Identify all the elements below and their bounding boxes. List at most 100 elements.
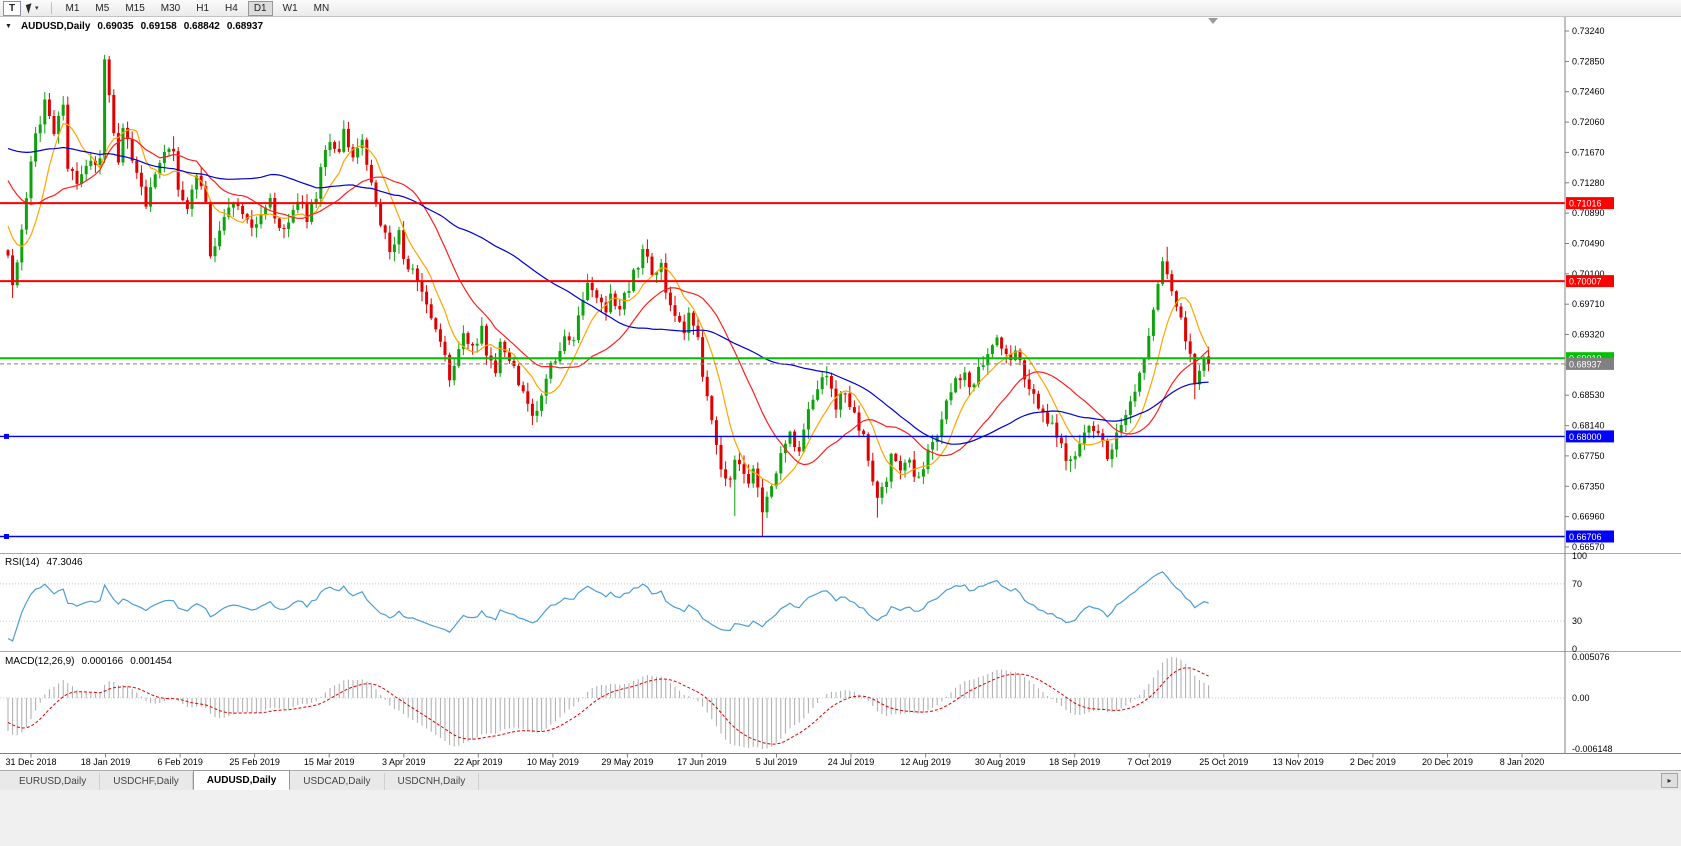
timeframe-button-m15[interactable]: M15 <box>119 1 150 16</box>
window-bottom-area <box>0 790 1681 846</box>
timeframe-button-mn[interactable]: MN <box>308 1 336 16</box>
svg-text:0.71016: 0.71016 <box>1569 199 1602 209</box>
macd-histogram <box>7 657 1210 749</box>
macd-axis-label: 0.005076 <box>1572 652 1610 662</box>
toolbar-separator <box>50 2 52 14</box>
svg-text:18 Sep 2019: 18 Sep 2019 <box>1049 757 1100 767</box>
svg-text:0.70007: 0.70007 <box>1569 277 1602 287</box>
price-axis[interactable]: 0.73240 0.72850 0.72460 0.72060 0.71670 0.712… <box>1565 26 1605 552</box>
tab-usdcnh[interactable]: USDCNH,Daily <box>385 773 480 790</box>
macd-axis-label: 0.00 <box>1572 693 1590 703</box>
macd-main-value: 0.000166 <box>81 656 124 667</box>
svg-text:29 May 2019: 29 May 2019 <box>601 757 653 767</box>
chevron-down-icon: ▾ <box>35 5 39 12</box>
svg-text:20 Dec 2019: 20 Dec 2019 <box>1422 757 1473 767</box>
svg-text:0.72850: 0.72850 <box>1572 56 1605 66</box>
price-tag-0.66706: 0.66706 <box>1566 530 1614 543</box>
svg-text:0.70890: 0.70890 <box>1572 208 1605 218</box>
timeframe-button-d1[interactable]: D1 <box>247 0 273 16</box>
cursor-tool-button[interactable]: ▾ <box>23 1 43 16</box>
svg-text:0.66706: 0.66706 <box>1569 532 1602 542</box>
rsi-axis-label: 30 <box>1572 616 1582 626</box>
rsi-indicator-label: RSI(14) 47.3046 <box>5 557 83 568</box>
tab-eurusd[interactable]: EURUSD,Daily <box>6 773 101 790</box>
svg-text:30 Aug 2019: 30 Aug 2019 <box>975 757 1026 767</box>
main-toolbar: T ▾ M1 M5 M15 M30 H1 H4 D1 W1 MN <box>0 0 1681 17</box>
svg-text:12 Aug 2019: 12 Aug 2019 <box>900 757 951 767</box>
svg-text:0.69710: 0.69710 <box>1572 299 1605 309</box>
svg-text:25 Feb 2019: 25 Feb 2019 <box>229 757 280 767</box>
svg-text:25 Oct 2019: 25 Oct 2019 <box>1199 757 1248 767</box>
rsi-axis-label: 70 <box>1572 579 1582 589</box>
svg-text:0.66960: 0.66960 <box>1572 512 1605 522</box>
svg-text:0.72060: 0.72060 <box>1572 117 1605 127</box>
svg-text:31 Dec 2018: 31 Dec 2018 <box>5 757 56 767</box>
date-axis[interactable]: 31 Dec 2018 18 Jan 2019 6 Feb 2019 25 Feb 2… <box>5 753 1545 768</box>
high-value: 0.69158 <box>140 21 177 32</box>
svg-text:22 Apr 2019: 22 Apr 2019 <box>454 757 503 767</box>
timeframe-button-m1[interactable]: M1 <box>60 1 86 16</box>
low-value: 0.68842 <box>183 21 220 32</box>
chart-tab-bar: EURUSD,Daily USDCHF,Daily AUDUSD,Daily USDC… <box>0 770 1681 790</box>
svg-text:15 Mar 2019: 15 Mar 2019 <box>304 757 355 767</box>
svg-text:0.68530: 0.68530 <box>1572 390 1605 400</box>
tab-usdchf[interactable]: USDCHF,Daily <box>100 773 193 790</box>
tab-usdcad[interactable]: USDCAD,Daily <box>290 773 385 790</box>
svg-text:0.68937: 0.68937 <box>1569 359 1602 369</box>
svg-text:13 Nov 2019: 13 Nov 2019 <box>1273 757 1324 767</box>
close-value: 0.68937 <box>226 21 264 32</box>
svg-text:0.70100: 0.70100 <box>1572 269 1605 279</box>
svg-text:3 Apr 2019: 3 Apr 2019 <box>382 757 426 767</box>
svg-text:0.67350: 0.67350 <box>1572 481 1605 491</box>
svg-text:17 Jun 2019: 17 Jun 2019 <box>677 757 727 767</box>
svg-text:0.71280: 0.71280 <box>1572 178 1605 188</box>
text-tool-button[interactable]: T <box>3 0 21 16</box>
ma-8-line <box>7 123 1210 486</box>
chart-window[interactable]: 0.73240 0.72850 0.72460 0.72060 0.71670 0.712… <box>0 17 1681 770</box>
svg-text:10 May 2019: 10 May 2019 <box>527 757 579 767</box>
svg-text:6 Feb 2019: 6 Feb 2019 <box>157 757 203 767</box>
chart-tabs: EURUSD,Daily USDCHF,Daily AUDUSD,Daily USDC… <box>6 770 480 790</box>
svg-text:0.69320: 0.69320 <box>1572 330 1605 340</box>
svg-text:18 Jan 2019: 18 Jan 2019 <box>81 757 131 767</box>
tab-audusd[interactable]: AUDUSD,Daily <box>192 770 291 790</box>
candles-layer <box>6 54 1211 537</box>
svg-text:5 Jul 2019: 5 Jul 2019 <box>756 757 798 767</box>
hline-handle[interactable] <box>4 534 9 539</box>
ma-55-line <box>7 146 1209 445</box>
timeframe-group: M1 M5 M15 M30 H1 H4 D1 W1 MN <box>60 0 336 16</box>
price-tag-0.71016: 0.71016 <box>1566 197 1614 210</box>
macd-axis-label: -0.006148 <box>1572 744 1613 754</box>
macd-signal-value: 0.001454 <box>130 656 172 667</box>
macd-name: MACD(12,26,9) <box>5 656 75 667</box>
svg-text:0.70490: 0.70490 <box>1572 239 1605 249</box>
tab-scroll-button[interactable]: ▸ <box>1661 773 1678 788</box>
chart-shift-marker[interactable] <box>1208 18 1218 24</box>
svg-text:0.68140: 0.68140 <box>1572 421 1605 431</box>
collapse-toggle-icon[interactable]: ▼ <box>5 23 12 30</box>
macd-indicator-label: MACD(12,26,9) 0.000166 0.001454 <box>5 656 172 667</box>
svg-text:0.71670: 0.71670 <box>1572 147 1605 157</box>
rsi-value: 47.3046 <box>46 557 83 568</box>
hline-handle[interactable] <box>4 433 9 439</box>
chart-canvas[interactable]: 0.73240 0.72850 0.72460 0.72060 0.71670 0.712… <box>0 17 1681 770</box>
macd-signal-line <box>7 667 1209 745</box>
price-tag-0.68000: 0.68000 <box>1566 430 1614 443</box>
timeframe-button-w1[interactable]: W1 <box>277 1 304 16</box>
rsi-axis-label: 100 <box>1572 551 1587 561</box>
symbol-timeframe-label: AUDUSD,Daily <box>20 21 91 32</box>
timeframe-button-m5[interactable]: M5 <box>89 1 115 16</box>
cursor-icon <box>25 2 35 14</box>
chart-title: ▼ AUDUSD,Daily 0.69035 0.69158 0.68842 0… <box>5 21 263 32</box>
open-value: 0.69035 <box>97 21 134 32</box>
price-tag-0.70007: 0.70007 <box>1566 275 1614 288</box>
svg-text:7 Oct 2019: 7 Oct 2019 <box>1127 757 1171 767</box>
svg-text:8 Jan 2020: 8 Jan 2020 <box>1500 757 1545 767</box>
svg-text:24 Jul 2019: 24 Jul 2019 <box>828 757 875 767</box>
timeframe-button-h1[interactable]: H1 <box>190 1 215 16</box>
rsi-line <box>7 571 1209 642</box>
timeframe-button-m30[interactable]: M30 <box>155 1 186 16</box>
svg-text:0.66570: 0.66570 <box>1572 542 1605 552</box>
timeframe-button-h4[interactable]: H4 <box>219 1 244 16</box>
svg-text:0.72460: 0.72460 <box>1572 87 1605 97</box>
